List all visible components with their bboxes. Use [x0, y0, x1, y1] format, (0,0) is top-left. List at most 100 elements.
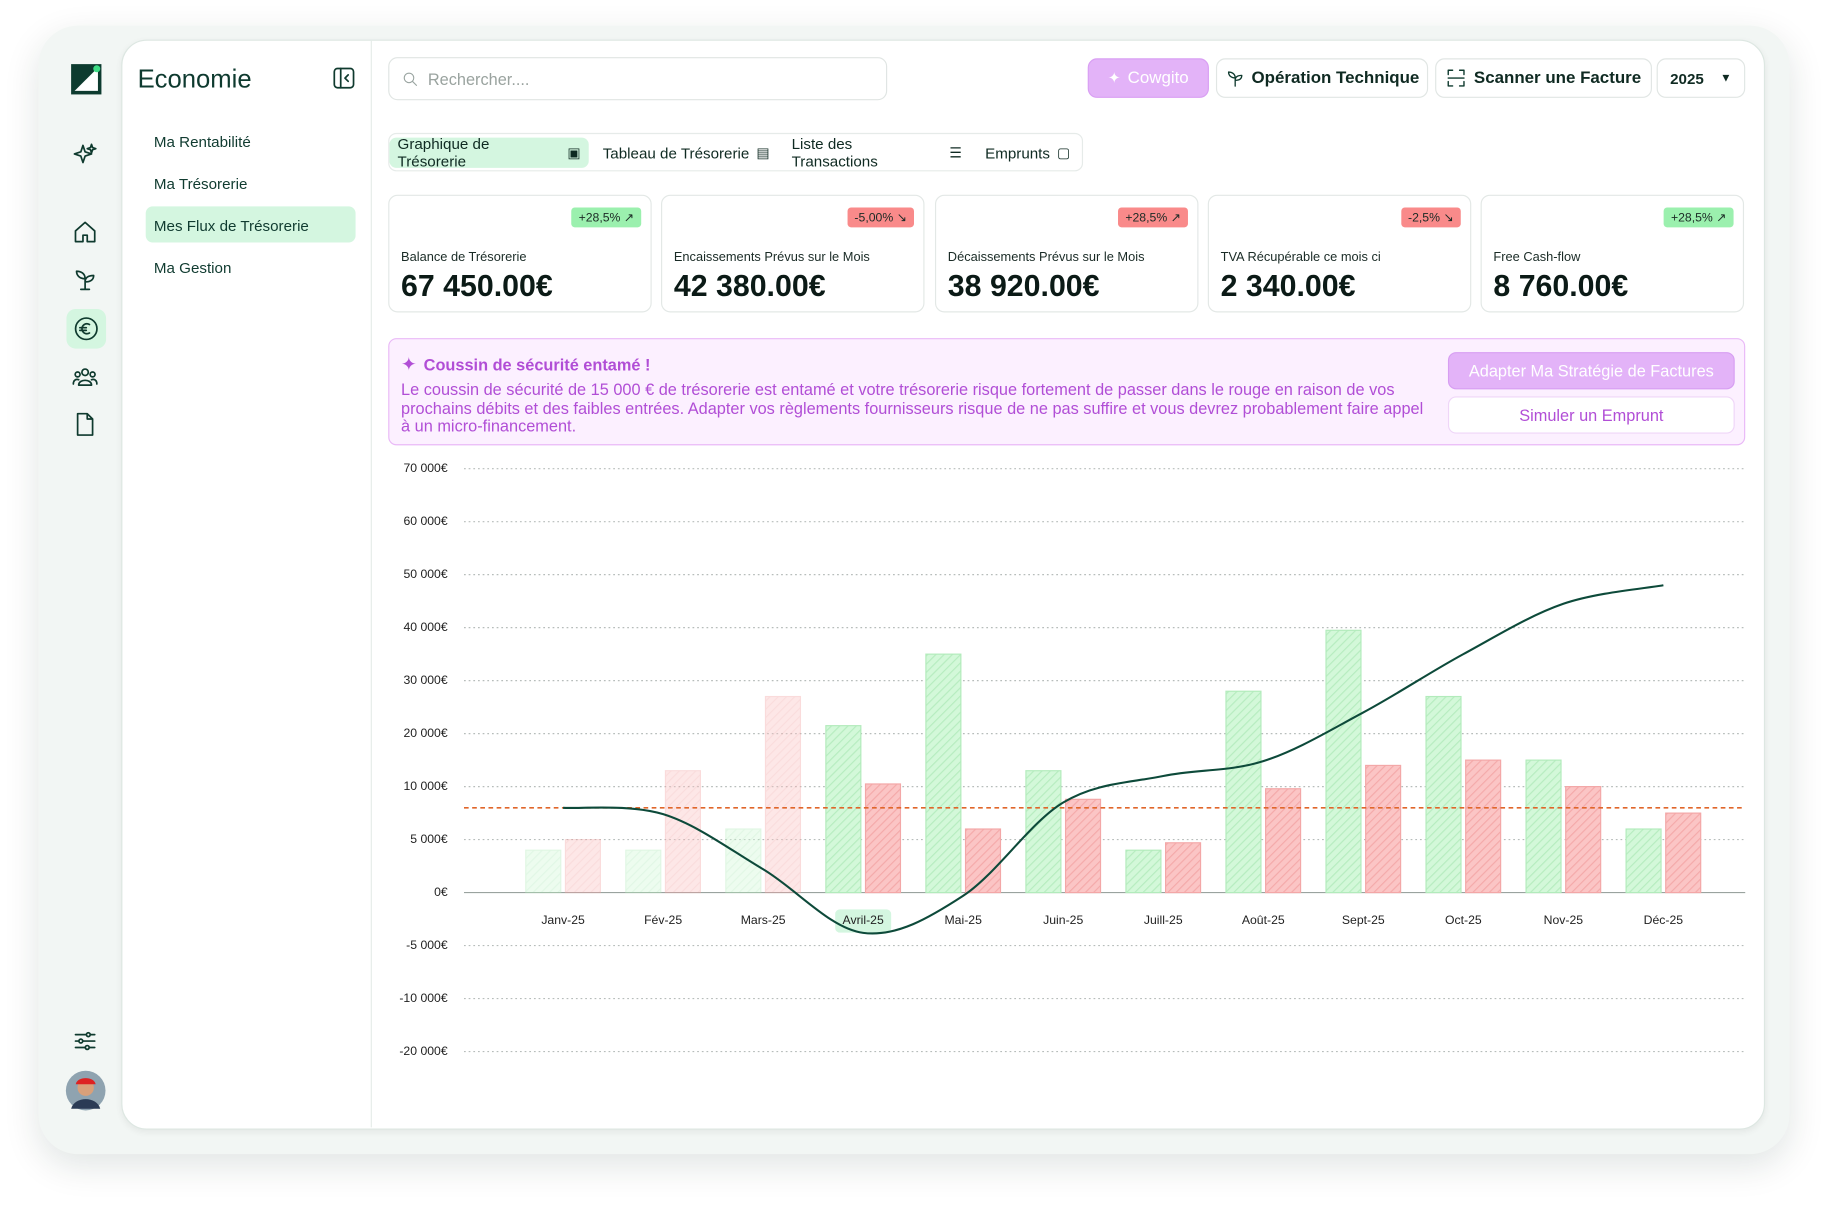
bar: [964, 828, 1002, 894]
x-tick-label: Août-25: [1242, 913, 1285, 927]
tab-label: Graphique de Trésorerie: [397, 135, 490, 171]
x-tick-label: Nov-25: [1544, 913, 1584, 927]
y-tick-label: -5 000€: [406, 938, 448, 952]
bar: [825, 725, 862, 894]
logo: [71, 64, 102, 95]
bar: [1025, 770, 1062, 894]
menu-item[interactable]: Ma Rentabilité: [153, 132, 251, 151]
trend-icon: ↘: [1443, 210, 1454, 225]
kpi-change: +28,5% ↗: [571, 207, 642, 228]
tab-label: Emprunts: [985, 143, 1050, 162]
x-tick-label: Oct-25: [1445, 913, 1482, 927]
kpi-card: -2,5% ↘ TVA Récupérable ce mois ci 2 340.00…: [1207, 194, 1472, 313]
bar: [1325, 629, 1362, 894]
trend-icon: ↗: [623, 210, 635, 225]
divider: [370, 40, 372, 1128]
y-tick-label: -10 000€: [399, 991, 447, 1005]
kpi-change: +28,5% ↗: [1118, 207, 1188, 228]
menu-item[interactable]: Mes Flux de Trésorerie: [153, 216, 309, 235]
tab-label: Tableau de Trésorerie: [602, 143, 750, 162]
menu-item[interactable]: Ma Trésorerie: [153, 174, 248, 193]
tab[interactable]: Emprunts ▢: [977, 138, 1080, 168]
plant-icon[interactable]: [72, 267, 98, 293]
kpi-label: TVA Récupérable ce mois ci: [1220, 250, 1381, 265]
tab-icon: ▣: [567, 144, 581, 161]
kpi-label: Balance de Trésorerie: [401, 250, 527, 265]
icon: [1227, 70, 1242, 87]
bar: [1125, 849, 1162, 894]
cowgito-button[interactable]: ✦ Cowgito: [1087, 58, 1209, 98]
kpi-change-text: +28,5%: [578, 210, 621, 225]
bar: [525, 849, 562, 894]
secondary-action[interactable]: Simuler un Emprunt: [1447, 396, 1735, 434]
tab[interactable]: Tableau de Trésorerie ▤: [595, 138, 779, 168]
sparkle-icon[interactable]: [72, 142, 98, 168]
bar: [1625, 828, 1662, 894]
bar: [1164, 842, 1202, 894]
treasury-line: [563, 584, 1664, 935]
kpi-value: 67 450.00€: [401, 268, 553, 304]
button-label: Opération Technique: [1251, 68, 1420, 88]
euro-icon[interactable]: [73, 316, 99, 342]
tab-label: Liste des Transactions: [791, 135, 878, 171]
alert-icon: ✦: [401, 355, 417, 376]
trend-icon: ↗: [1170, 210, 1181, 225]
sparkle: ✦: [1107, 68, 1121, 87]
menu-item[interactable]: Ma Gestion: [153, 258, 232, 277]
home-icon[interactable]: [72, 219, 98, 245]
y-tick-label: 5 000€: [410, 832, 448, 846]
kpi-change-text: +28,5%: [1125, 210, 1168, 225]
operation-button[interactable]: Opération Technique: [1215, 58, 1429, 98]
tab[interactable]: Liste des Transactions ☰: [783, 135, 970, 171]
kpi-card: -5,00% ↘ Encaissements Prévus sur le Mois 4…: [661, 194, 925, 313]
avatar[interactable]: [65, 1070, 106, 1111]
bar: [1365, 764, 1402, 894]
y-tick-label: 30 000€: [403, 673, 447, 687]
kpi-change: -5,00% ↘: [847, 207, 914, 228]
sidebar-title: Economie: [137, 64, 252, 94]
kpi-card: +28,5% ↗ Free Cash-flow 8 760.00€: [1480, 194, 1745, 313]
kpi-change: +28,5% ↗: [1663, 207, 1734, 228]
search-box[interactable]: Rechercher....: [388, 57, 888, 101]
bar: [1265, 788, 1302, 894]
bar: [1525, 759, 1562, 894]
tab[interactable]: Graphique de Trésorerie ▣: [389, 135, 589, 171]
tab-icon: ▢: [1056, 144, 1071, 161]
kpi-label: Free Cash-flow: [1493, 250, 1581, 265]
kpi-change-text: +28,5%: [1670, 210, 1713, 225]
trend-icon: ↘: [896, 210, 908, 225]
bar: [764, 695, 802, 894]
bar: [864, 783, 902, 894]
year-select[interactable]: 2025 ▼: [1656, 58, 1746, 98]
bar: [1225, 690, 1262, 894]
x-tick-label: Sept-25: [1342, 913, 1385, 927]
year: 2025: [1670, 69, 1704, 87]
chart: 70 000€ 60 000€ 50 000€ 40 000€ 30 000€ 20 00…: [399, 461, 1746, 1058]
y-tick-label: 40 000€: [403, 620, 447, 634]
button-label: Cowgito: [1127, 68, 1189, 88]
x-tick-label: Déc-25: [1644, 913, 1684, 927]
search-placeholder: Rechercher....: [427, 69, 530, 89]
document-icon[interactable]: [72, 412, 98, 438]
x-tick-label: Juill-25: [1144, 913, 1183, 927]
y-tick-label: 10 000€: [403, 779, 447, 793]
collapse-icon[interactable]: [331, 65, 357, 91]
kpi-value: 42 380.00€: [673, 268, 826, 304]
bar: [1665, 812, 1702, 894]
team-icon[interactable]: [72, 364, 98, 390]
kpi-change-text: -2,5%: [1408, 210, 1441, 225]
search-icon: [403, 72, 418, 86]
kpi-value: 38 920.00€: [947, 268, 1100, 304]
x-tick-label: Mars-25: [741, 913, 786, 927]
bar: [664, 770, 702, 894]
alert-title: Coussin de sécurité entamé !: [423, 355, 651, 375]
settings-icon[interactable]: [72, 1028, 98, 1054]
bar: [1064, 798, 1102, 894]
tab-icon: ▤: [756, 144, 770, 161]
scan-button[interactable]: Scanner une Facture: [1435, 58, 1652, 98]
primary-action[interactable]: Adapter Ma Stratégie de Factures: [1447, 352, 1735, 390]
chevron: ▼: [1720, 71, 1732, 85]
